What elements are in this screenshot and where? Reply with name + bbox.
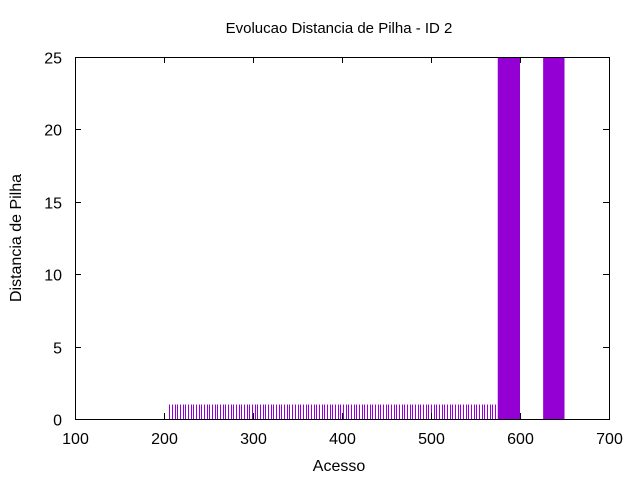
x-tick-label-5: 600 <box>507 431 534 448</box>
y-tick-label-2: 10 <box>44 268 62 285</box>
x-tick-label-3: 400 <box>329 431 356 448</box>
tall-bar-1 <box>543 57 565 419</box>
y-tick-label-3: 15 <box>44 196 62 213</box>
tall-bar-0 <box>497 57 520 419</box>
chart-title: Evolucao Distancia de Pilha - ID 2 <box>226 20 453 37</box>
x-tick-label-0: 100 <box>62 431 89 448</box>
x-tick-label-2: 300 <box>240 431 267 448</box>
plot-marks <box>169 57 565 419</box>
x-tick-label-6: 700 <box>596 431 623 448</box>
x-tick-label-4: 500 <box>418 431 445 448</box>
y-tick-label-4: 20 <box>44 123 62 140</box>
x-tick-label-1: 200 <box>151 431 178 448</box>
axis-ticks: 100 200 300 400 500 600 700 0 5 10 15 20 25 <box>44 51 623 449</box>
y-axis-label: Distancia de Pilha <box>8 174 25 302</box>
y-tick-label-0: 0 <box>53 413 62 430</box>
y-tick-label-1: 5 <box>53 341 62 358</box>
x-axis-label: Acesso <box>313 458 366 475</box>
y-tick-label-5: 25 <box>44 51 62 68</box>
plot-frame <box>75 57 610 420</box>
